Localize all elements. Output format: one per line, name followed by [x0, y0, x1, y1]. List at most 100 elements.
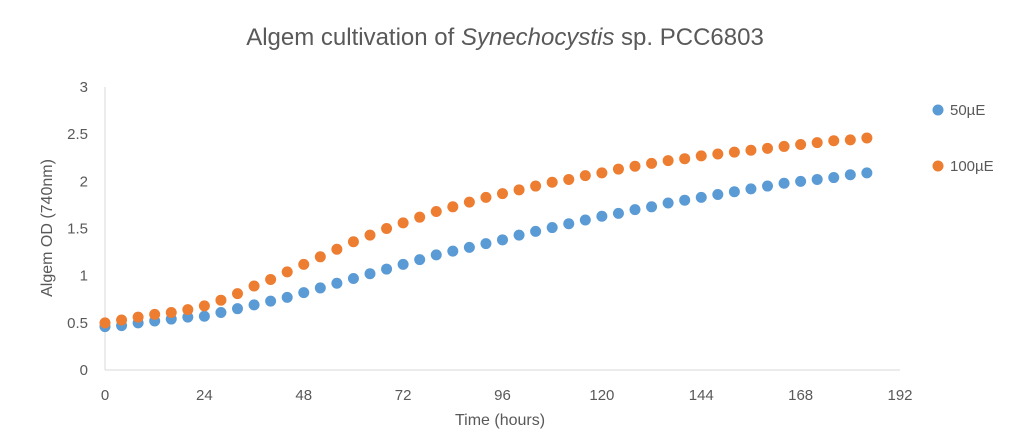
- data-point: [430, 206, 442, 218]
- data-point: [762, 180, 773, 192]
- data-point: [447, 245, 459, 257]
- data-point: [795, 175, 807, 187]
- data-point: [530, 225, 542, 237]
- data-point: [596, 167, 608, 179]
- data-point: [844, 134, 856, 146]
- data-point: [513, 229, 525, 241]
- data-point: [596, 210, 608, 222]
- data-point: [298, 258, 310, 270]
- data-point: [281, 266, 293, 278]
- data-point: [463, 241, 475, 253]
- x-axis-label: Time (hours): [455, 412, 545, 429]
- data-point: [364, 268, 376, 280]
- data-point: [198, 300, 210, 312]
- y-tick-label: 2.5: [67, 126, 88, 143]
- data-point: [331, 277, 343, 289]
- data-point: [447, 201, 459, 213]
- data-point: [546, 176, 558, 188]
- data-point: [480, 238, 492, 250]
- y-tick-label: 0.5: [67, 315, 88, 332]
- data-point: [662, 197, 674, 209]
- data-point: [116, 314, 128, 326]
- y-tick-label: 1: [80, 268, 88, 285]
- data-point: [563, 173, 575, 185]
- data-point: [182, 311, 194, 323]
- data-point: [397, 217, 409, 229]
- data-point: [828, 135, 840, 147]
- data-point: [695, 191, 707, 203]
- chart-title: Algem cultivation of Synechocystis sp. P…: [246, 24, 764, 51]
- data-point: [745, 183, 757, 195]
- data-point: [861, 132, 873, 144]
- y-tick-labels: 0 0.5 1 1.5 2 2.5 3: [67, 79, 88, 379]
- data-point: [248, 299, 260, 311]
- data-point: [314, 251, 326, 263]
- y-tick-label: 3: [80, 79, 88, 96]
- data-point: [215, 306, 227, 318]
- data-point: [662, 155, 674, 167]
- data-point: [132, 311, 144, 323]
- legend-marker: [932, 160, 944, 172]
- data-point: [480, 191, 492, 203]
- data-point: [497, 234, 508, 246]
- data-point: [397, 258, 409, 270]
- data-point: [248, 280, 260, 292]
- data-point: [745, 144, 757, 156]
- x-tick-label: 0: [101, 387, 109, 404]
- data-point: [728, 186, 740, 198]
- data-point: [364, 229, 376, 241]
- data-point: [778, 140, 790, 152]
- x-tick-label: 72: [395, 387, 412, 404]
- x-tick-label: 96: [494, 387, 511, 404]
- data-point: [563, 218, 575, 230]
- data-point: [232, 288, 243, 300]
- legend-label: 100µE: [950, 158, 994, 175]
- x-tick-label: 144: [689, 387, 714, 404]
- data-point: [232, 303, 243, 315]
- data-point: [149, 308, 161, 320]
- data-point: [530, 180, 542, 192]
- x-tick-labels: 0 24 48 72 96 120 144 168 192: [101, 387, 913, 404]
- data-point: [579, 214, 591, 226]
- data-point: [198, 310, 210, 322]
- data-point: [99, 317, 111, 329]
- data-point: [695, 150, 707, 162]
- data-point: [728, 146, 740, 158]
- data-point: [679, 153, 691, 165]
- data-point: [265, 295, 277, 307]
- data-point: [314, 282, 326, 294]
- data-point: [281, 291, 293, 303]
- data-point: [497, 188, 508, 200]
- data-point: [712, 189, 724, 201]
- data-point: [811, 173, 823, 185]
- data-point: [347, 236, 359, 248]
- data-point: [182, 304, 194, 316]
- data-point: [778, 177, 790, 189]
- x-tick-label: 24: [196, 387, 213, 404]
- data-point: [463, 196, 475, 208]
- data-point: [629, 160, 641, 172]
- data-point: [546, 222, 558, 234]
- data-point: [646, 201, 658, 213]
- data-point: [414, 211, 426, 223]
- y-axis-label: Algem OD (740nm): [39, 159, 56, 297]
- legend-label: 50µE: [950, 102, 985, 119]
- data-point: [331, 243, 343, 255]
- data-point: [679, 194, 691, 206]
- x-tick-label: 192: [887, 387, 912, 404]
- data-point: [629, 204, 641, 216]
- data-point: [414, 254, 426, 266]
- x-tick-label: 48: [295, 387, 312, 404]
- data-point: [298, 287, 310, 299]
- data-point: [165, 306, 177, 318]
- data-points: [99, 132, 873, 333]
- data-point: [430, 249, 442, 261]
- data-point: [215, 294, 227, 306]
- y-tick-label: 1.5: [67, 221, 88, 238]
- data-point: [381, 223, 393, 234]
- data-point: [646, 157, 658, 169]
- x-tick-label: 120: [589, 387, 614, 404]
- y-tick-label: 0: [80, 362, 88, 379]
- data-point: [795, 139, 807, 151]
- data-point: [347, 272, 359, 284]
